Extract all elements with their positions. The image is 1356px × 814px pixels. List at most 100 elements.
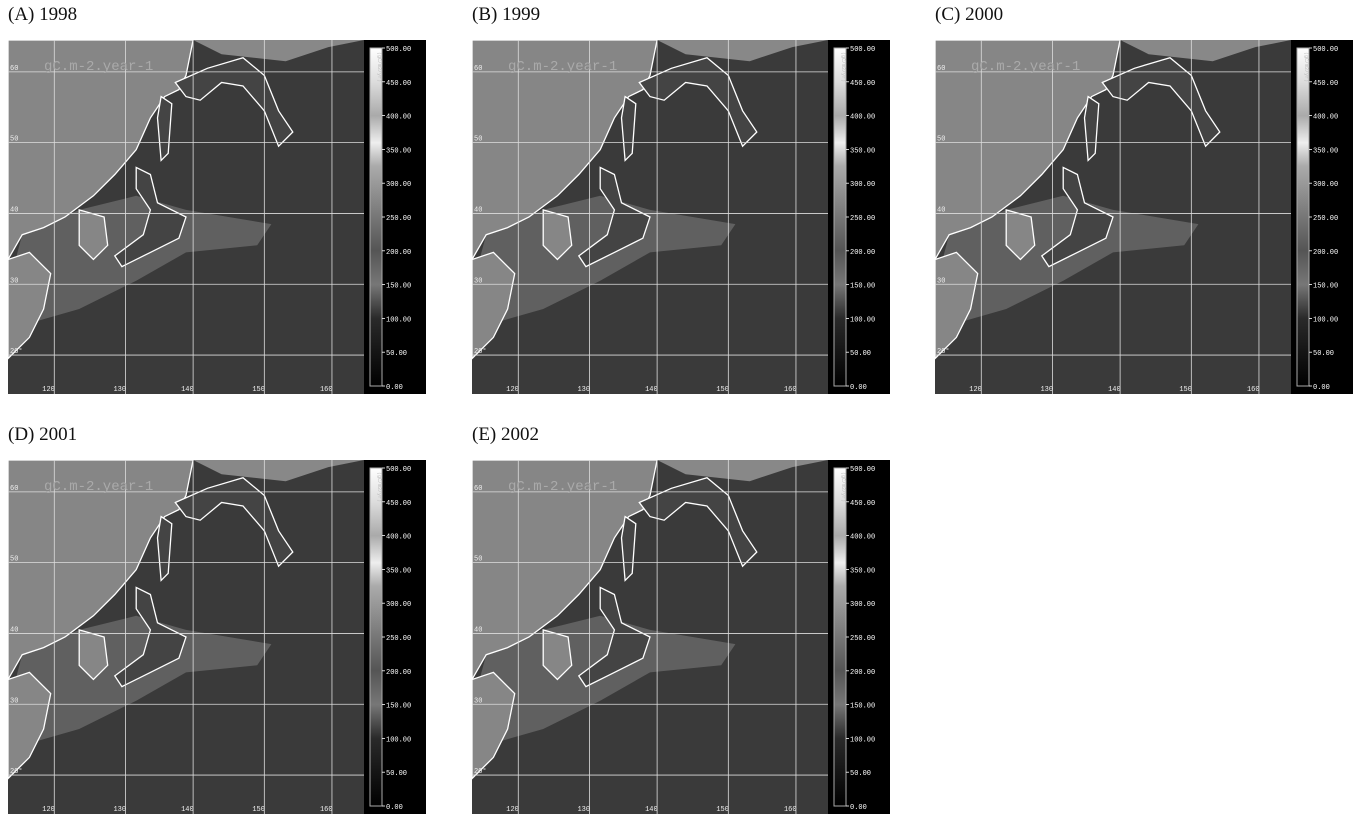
colorbar-tick-label: 400.00 [1313,114,1338,122]
colorbar-tick-label: 300.00 [386,601,411,609]
colorbar-tick-label: 350.00 [386,567,411,575]
lon-label: 120 [506,806,519,814]
lon-label: 120 [969,386,982,394]
lon-label: 160 [1247,386,1260,394]
lon-label: 140 [645,386,658,394]
colorbar-tick-label: 100.00 [386,736,411,744]
colorbar-tick-label: 300.00 [386,181,411,189]
colorbar-tick-label: 200.00 [1313,249,1338,257]
panel-label: (E) 2002 [472,424,539,446]
colorbar-tick-label: 200.00 [386,249,411,257]
lon-label: 120 [42,806,55,814]
panel-label: (A) 1998 [8,4,77,26]
lon-label: 150 [716,386,729,394]
colorbar-tick-label: 50.00 [386,770,407,778]
colorbar-tick-label: 150.00 [1313,283,1338,291]
lat-label: 40 [474,626,482,634]
colorbar-title: (gC/m2/yr) [840,472,846,502]
colorbar-title: (gC/m2/yr) [1303,52,1309,82]
panel-label: (B) 1999 [472,4,540,26]
lat-label: 50 [474,556,482,564]
colorbar-tick-label: 200.00 [850,249,875,257]
lat-label: 50 [474,136,482,144]
lon-label: 150 [252,806,265,814]
lat-label: 60 [474,65,482,73]
colorbar-tick-label: 50.00 [386,350,407,358]
colorbar-tick-label: 500.00 [1313,46,1338,54]
colorbar-tick-label: 150.00 [386,703,411,711]
lat-label: 20° [937,347,950,356]
colorbar-tick-label: 350.00 [1313,147,1338,155]
lon-label: 160 [320,386,333,394]
colorbar [1297,48,1309,386]
colorbar-tick-label: 500.00 [386,46,411,54]
lon-label: 130 [113,806,126,814]
colorbar-tick-label: 350.00 [850,567,875,575]
lat-label: 40 [10,206,18,214]
lat-label: 40 [10,626,18,634]
colorbar-tick-label: 450.00 [386,500,411,508]
colorbar-tick-label: 50.00 [850,350,871,358]
lon-label: 120 [506,386,519,394]
lon-label: 130 [1040,386,1053,394]
colorbar-title: (gC/m2/yr) [840,52,846,82]
lat-label: 60 [10,485,18,493]
colorbar-title: (gC/m2/yr) [376,52,382,82]
colorbar-tick-label: 250.00 [386,635,411,643]
colorbar-tick-label: 100.00 [1313,316,1338,324]
colorbar-tick-label: 250.00 [850,215,875,223]
colorbar-tick-label: 300.00 [1313,181,1338,189]
colorbar [834,48,846,386]
colorbar-tick-label: 150.00 [386,283,411,291]
lon-label: 160 [784,386,797,394]
unit-label: gC.m-2.year-1 [44,479,153,495]
unit-label: gC.m-2.year-1 [508,59,617,75]
lat-label: 60 [10,65,18,73]
lon-label: 160 [320,806,333,814]
colorbar-tick-label: 500.00 [850,466,875,474]
colorbar-tick-label: 150.00 [850,703,875,711]
lat-label: 30 [10,277,18,285]
colorbar [834,468,846,806]
panel-label: (D) 2001 [8,424,77,446]
lon-label: 130 [577,806,590,814]
colorbar-tick-label: 250.00 [1313,215,1338,223]
unit-label: gC.m-2.year-1 [508,479,617,495]
lon-label: 150 [716,806,729,814]
lon-label: 140 [181,386,194,394]
figure: (A) 1998 60 50 40 30 20° 120 130 140 150 160 gC.m-2… [0,0,1356,814]
colorbar-tick-label: 300.00 [850,601,875,609]
colorbar-tick-label: 250.00 [850,635,875,643]
lat-label: 20° [10,767,23,776]
colorbar-tick-label: 50.00 [850,770,871,778]
colorbar-tick-label: 400.00 [850,534,875,542]
lat-label: 30 [937,277,945,285]
colorbar-tick-label: 350.00 [850,147,875,155]
lat-label: 20° [474,767,487,776]
map-panel: 6050403020°120130140150160gC.m-2.year-1(… [935,40,1353,394]
lat-label: 30 [474,697,482,705]
map-panel: 6050403020°120130140150160gC.m-2.year-1(… [472,460,890,814]
colorbar-tick-label: 100.00 [386,316,411,324]
lat-label: 40 [937,206,945,214]
map-panel: 6050403020°120130140150160gC.m-2.year-1(… [472,40,890,394]
colorbar-tick-label: 0.00 [386,804,403,812]
colorbar-tick-label: 450.00 [850,500,875,508]
lon-label: 130 [577,386,590,394]
lat-label: 20° [474,347,487,356]
colorbar-tick-label: 0.00 [1313,384,1330,392]
lon-label: 130 [113,386,126,394]
lat-label: 50 [10,136,18,144]
colorbar-tick-label: 150.00 [850,283,875,291]
lat-label: 60 [937,65,945,73]
colorbar-tick-label: 200.00 [850,669,875,677]
unit-label: gC.m-2.year-1 [44,59,153,75]
colorbar-tick-label: 400.00 [386,114,411,122]
colorbar-tick-label: 100.00 [850,736,875,744]
colorbar-tick-label: 100.00 [850,316,875,324]
lon-label: 160 [784,806,797,814]
colorbar [370,48,382,386]
lat-label: 40 [474,206,482,214]
colorbar-tick-label: 0.00 [386,384,403,392]
